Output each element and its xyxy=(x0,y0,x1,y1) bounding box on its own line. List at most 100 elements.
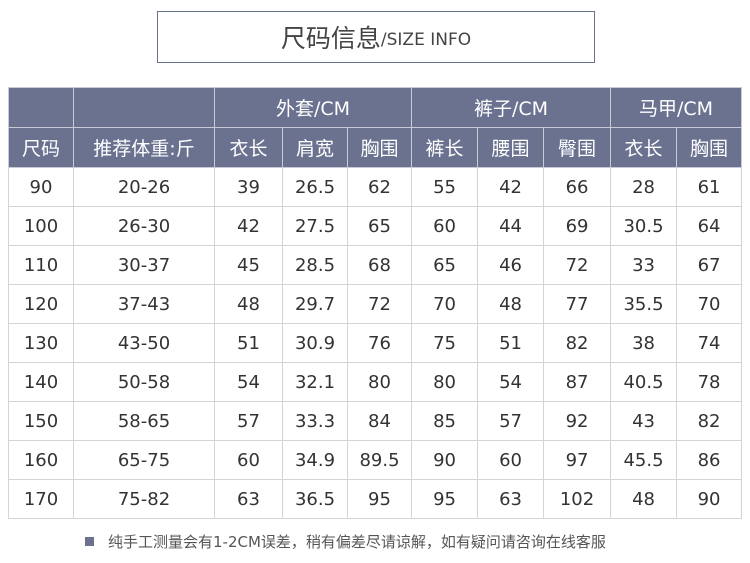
table-cell: 68 xyxy=(346,245,413,285)
group-header-coat: 外套/CM xyxy=(213,87,413,128)
table-cell: 66 xyxy=(543,167,612,207)
table-cell: 36.5 xyxy=(282,479,348,519)
title-box: 尺码信息 /SIZE INFO xyxy=(157,11,595,63)
table-cell: 43 xyxy=(610,401,678,441)
table-row: 130 43-50 51 30.9 76 75 51 82 38 74 xyxy=(8,323,743,363)
table-cell: 48 xyxy=(610,479,678,519)
table-cell: 80 xyxy=(411,362,479,402)
table-cell: 46 xyxy=(477,245,545,285)
table-cell: 70 xyxy=(676,284,743,324)
table-cell: 90 xyxy=(676,479,743,519)
table-cell: 27.5 xyxy=(282,206,348,246)
table-cell: 85 xyxy=(411,401,479,441)
table-cell: 50-58 xyxy=(73,362,215,402)
table-cell: 60 xyxy=(477,440,545,480)
table-row: 170 75-82 63 36.5 95 95 63 102 48 90 xyxy=(8,479,743,519)
table-cell: 95 xyxy=(346,479,413,519)
table-body: 90 20-26 39 26.5 62 55 42 66 28 61 100 26-30 42 27.5 6… xyxy=(8,167,743,519)
table-cell: 90 xyxy=(8,167,74,207)
table-cell: 20-26 xyxy=(73,167,215,207)
table-cell: 34.9 xyxy=(282,440,348,480)
table-cell: 75 xyxy=(411,323,479,363)
table-cell: 26-30 xyxy=(73,206,215,246)
table-cell: 92 xyxy=(543,401,612,441)
table-cell: 30-37 xyxy=(73,245,215,285)
table-cell: 42 xyxy=(477,167,545,207)
table-cell: 30.9 xyxy=(282,323,348,363)
table-cell: 26.5 xyxy=(282,167,348,207)
table-cell: 39 xyxy=(214,167,283,207)
table-cell: 64 xyxy=(676,206,743,246)
column-header: 推荐体重:斤 xyxy=(73,127,215,168)
title-cn: 尺码信息 xyxy=(280,24,381,53)
group-header-empty xyxy=(8,87,74,128)
table-cell: 120 xyxy=(8,284,74,324)
bullet-square-icon xyxy=(85,537,94,546)
table-cell: 48 xyxy=(477,284,545,324)
table-cell: 90 xyxy=(411,440,479,480)
table-cell: 74 xyxy=(676,323,743,363)
table-cell: 160 xyxy=(8,440,74,480)
group-header-row: 外套/CM 裤子/CM 马甲/CM xyxy=(8,87,743,128)
table-cell: 72 xyxy=(346,284,413,324)
column-header: 裤长 xyxy=(411,127,479,168)
table-cell: 57 xyxy=(477,401,545,441)
table-cell: 37-43 xyxy=(73,284,215,324)
column-header: 腰围 xyxy=(477,127,545,168)
table-row: 140 50-58 54 32.1 80 80 54 87 40.5 78 xyxy=(8,362,743,402)
size-table: 外套/CM 裤子/CM 马甲/CM 尺码 推荐体重:斤 衣长 肩宽 胸围 裤长 腰围 臀围 衣长… xyxy=(8,87,743,519)
table-cell: 84 xyxy=(346,401,413,441)
table-cell: 54 xyxy=(477,362,545,402)
table-cell: 60 xyxy=(411,206,479,246)
table-cell: 62 xyxy=(346,167,413,207)
table-cell: 60 xyxy=(214,440,283,480)
column-header: 尺码 xyxy=(8,127,74,168)
table-row: 90 20-26 39 26.5 62 55 42 66 28 61 xyxy=(8,167,743,207)
table-cell: 97 xyxy=(543,440,612,480)
table-cell: 150 xyxy=(8,401,74,441)
table-cell: 58-65 xyxy=(73,401,215,441)
column-header: 衣长 xyxy=(610,127,678,168)
table-cell: 110 xyxy=(8,245,74,285)
table-cell: 57 xyxy=(214,401,283,441)
table-cell: 77 xyxy=(543,284,612,324)
table-cell: 45.5 xyxy=(610,440,678,480)
table-cell: 63 xyxy=(477,479,545,519)
table-row: 110 30-37 45 28.5 68 65 46 72 33 67 xyxy=(8,245,743,285)
table-cell: 89.5 xyxy=(346,440,413,480)
table-cell: 170 xyxy=(8,479,74,519)
table-cell: 29.7 xyxy=(282,284,348,324)
table-cell: 100 xyxy=(8,206,74,246)
table-row: 100 26-30 42 27.5 65 60 44 69 30.5 64 xyxy=(8,206,743,246)
table-cell: 28.5 xyxy=(282,245,348,285)
table-cell: 45 xyxy=(214,245,283,285)
table-cell: 78 xyxy=(676,362,743,402)
table-cell: 40.5 xyxy=(610,362,678,402)
table-cell: 80 xyxy=(346,362,413,402)
table-row: 150 58-65 57 33.3 84 85 57 92 43 82 xyxy=(8,401,743,441)
table-cell: 30.5 xyxy=(610,206,678,246)
group-header-empty xyxy=(73,87,215,128)
table-cell: 140 xyxy=(8,362,74,402)
table-cell: 130 xyxy=(8,323,74,363)
table-cell: 54 xyxy=(214,362,283,402)
table-cell: 42 xyxy=(214,206,283,246)
table-cell: 87 xyxy=(543,362,612,402)
table-cell: 32.1 xyxy=(282,362,348,402)
table-cell: 82 xyxy=(543,323,612,363)
table-cell: 65-75 xyxy=(73,440,215,480)
table-cell: 76 xyxy=(346,323,413,363)
column-header-row: 尺码 推荐体重:斤 衣长 肩宽 胸围 裤长 腰围 臀围 衣长 胸围 xyxy=(8,127,743,168)
table-cell: 35.5 xyxy=(610,284,678,324)
title-en: /SIZE INFO xyxy=(380,30,472,50)
table-cell: 75-82 xyxy=(73,479,215,519)
table-cell: 28 xyxy=(610,167,678,207)
table-cell: 82 xyxy=(676,401,743,441)
table-row: 120 37-43 48 29.7 72 70 48 77 35.5 70 xyxy=(8,284,743,324)
table-cell: 38 xyxy=(610,323,678,363)
footer-note-text: 纯手工测量会有1-2CM误差，稍有偏差尽请谅解，如有疑问请咨询在线客服 xyxy=(108,533,606,551)
table-cell: 44 xyxy=(477,206,545,246)
column-header: 胸围 xyxy=(346,127,413,168)
table-cell: 43-50 xyxy=(73,323,215,363)
table-cell: 86 xyxy=(676,440,743,480)
